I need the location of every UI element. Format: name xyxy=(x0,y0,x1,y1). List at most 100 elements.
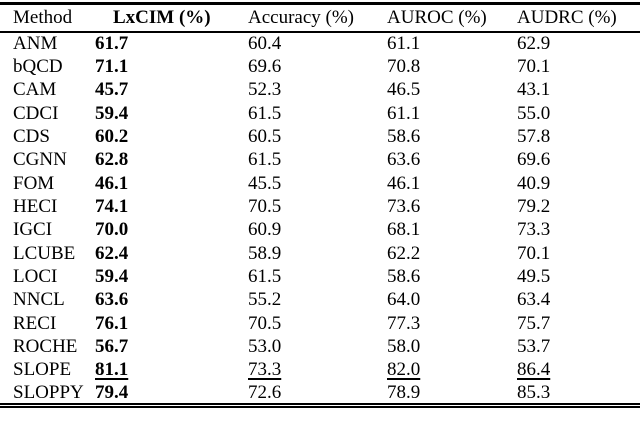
auroc-cell: 46.5 xyxy=(387,79,421,101)
auroc-cell: 82.0 xyxy=(387,359,421,381)
auroc-cell: 68.1 xyxy=(387,219,421,241)
auroc-cell: 58.6 xyxy=(387,266,421,288)
lxcim-cell: 45.7 xyxy=(95,79,129,101)
table-header: Method LxCIM (%) Accuracy (%) AUROC (%) … xyxy=(0,4,640,32)
method-cell: CDS xyxy=(13,126,50,148)
auroc-cell: 61.1 xyxy=(387,33,421,55)
method-cell: NNCL xyxy=(13,289,65,311)
accuracy-cell: 61.5 xyxy=(248,149,282,171)
accuracy-cell: 72.6 xyxy=(248,381,282,403)
method-cell: HECI xyxy=(13,196,58,218)
accuracy-cell: 45.5 xyxy=(248,172,282,194)
table-row: RECI 76.1 70.5 77.3 75.7 xyxy=(0,312,640,335)
audrc-cell: 43.1 xyxy=(517,79,551,101)
lxcim-cell: 62.8 xyxy=(95,149,129,171)
accuracy-cell: 61.5 xyxy=(248,102,282,124)
audrc-cell: 70.1 xyxy=(517,242,551,264)
lxcim-cell: 59.4 xyxy=(95,102,129,124)
table-row: CGNN 62.8 61.5 63.6 69.6 xyxy=(0,148,640,171)
lxcim-cell: 81.1 xyxy=(95,359,129,381)
lxcim-cell: 61.7 xyxy=(95,33,129,55)
auroc-cell: 46.1 xyxy=(387,172,421,194)
accuracy-cell: 58.9 xyxy=(248,242,282,264)
lxcim-cell: 76.1 xyxy=(95,312,129,334)
table-row: LOCI 59.4 61.5 58.6 49.5 xyxy=(0,265,640,288)
audrc-cell: 63.4 xyxy=(517,289,551,311)
accuracy-cell: 52.3 xyxy=(248,79,282,101)
lxcim-cell: 62.4 xyxy=(95,242,129,264)
auroc-cell: 73.6 xyxy=(387,196,421,218)
method-cell: CDCI xyxy=(13,102,59,124)
method-cell: ANM xyxy=(13,33,58,55)
results-table: Method LxCIM (%) Accuracy (%) AUROC (%) … xyxy=(0,2,640,408)
method-cell: SLOPPY xyxy=(13,381,84,403)
audrc-cell: 86.4 xyxy=(517,359,551,381)
table-row: SLOPE 81.1 73.3 82.0 86.4 xyxy=(0,358,640,381)
method-cell: LOCI xyxy=(13,266,58,288)
auroc-cell: 62.2 xyxy=(387,242,421,264)
header-row: Method LxCIM (%) Accuracy (%) AUROC (%) … xyxy=(0,4,640,32)
accuracy-cell: 60.4 xyxy=(248,33,282,55)
column-header-auroc: AUROC (%) xyxy=(387,7,487,29)
lxcim-cell: 74.1 xyxy=(95,196,129,218)
column-header-lxcim: LxCIM (%) xyxy=(113,7,211,29)
method-cell: bQCD xyxy=(13,56,63,78)
accuracy-cell: 69.6 xyxy=(248,56,282,78)
accuracy-cell: 60.5 xyxy=(248,126,282,148)
table-row: ROCHE 56.7 53.0 58.0 53.7 xyxy=(0,335,640,358)
audrc-cell: 73.3 xyxy=(517,219,551,241)
table-row: FOM 46.1 45.5 46.1 40.9 xyxy=(0,172,640,195)
column-header-accuracy: Accuracy (%) xyxy=(248,7,355,29)
auroc-cell: 61.1 xyxy=(387,102,421,124)
accuracy-cell: 60.9 xyxy=(248,219,282,241)
lxcim-cell: 63.6 xyxy=(95,289,129,311)
audrc-cell: 69.6 xyxy=(517,149,551,171)
table-row: LCUBE 62.4 58.9 62.2 70.1 xyxy=(0,242,640,265)
audrc-cell: 55.0 xyxy=(517,102,551,124)
method-cell: SLOPE xyxy=(13,359,72,381)
audrc-cell: 53.7 xyxy=(517,336,551,358)
table-row: NNCL 63.6 55.2 64.0 63.4 xyxy=(0,288,640,311)
table-row: CAM 45.7 52.3 46.5 43.1 xyxy=(0,78,640,101)
audrc-cell: 40.9 xyxy=(517,172,551,194)
auroc-cell: 64.0 xyxy=(387,289,421,311)
audrc-cell: 75.7 xyxy=(517,312,551,334)
lxcim-cell: 79.4 xyxy=(95,381,129,403)
accuracy-cell: 55.2 xyxy=(248,289,282,311)
lxcim-cell: 71.1 xyxy=(95,56,129,78)
method-cell: LCUBE xyxy=(13,242,76,264)
table-row: IGCI 70.0 60.9 68.1 73.3 xyxy=(0,218,640,241)
auroc-cell: 58.6 xyxy=(387,126,421,148)
audrc-cell: 57.8 xyxy=(517,126,551,148)
table-row: bQCD 71.1 69.6 70.8 70.1 xyxy=(0,55,640,78)
accuracy-cell: 73.3 xyxy=(248,359,282,381)
method-cell: FOM xyxy=(13,172,55,194)
method-cell: CAM xyxy=(13,79,57,101)
table-body: ANM 61.7 60.4 61.1 62.9 bQCD 71.1 69.6 70.8 70.1 C… xyxy=(0,32,640,406)
method-cell: RECI xyxy=(13,312,57,334)
accuracy-cell: 53.0 xyxy=(248,336,282,358)
accuracy-cell: 70.5 xyxy=(248,196,282,218)
auroc-cell: 70.8 xyxy=(387,56,421,78)
audrc-cell: 85.3 xyxy=(517,381,551,403)
auroc-cell: 77.3 xyxy=(387,312,421,334)
audrc-cell: 62.9 xyxy=(517,33,551,55)
table-row: CDS 60.2 60.5 58.6 57.8 xyxy=(0,125,640,148)
lxcim-cell: 59.4 xyxy=(95,266,129,288)
table-row: SLOPPY 79.4 72.6 78.9 85.3 xyxy=(0,382,640,405)
table-row: HECI 74.1 70.5 73.6 79.2 xyxy=(0,195,640,218)
audrc-cell: 49.5 xyxy=(517,266,551,288)
column-header-audrc: AUDRC (%) xyxy=(517,7,617,29)
auroc-cell: 58.0 xyxy=(387,336,421,358)
accuracy-cell: 61.5 xyxy=(248,266,282,288)
audrc-cell: 70.1 xyxy=(517,56,551,78)
lxcim-cell: 60.2 xyxy=(95,126,129,148)
lxcim-cell: 46.1 xyxy=(95,172,129,194)
auroc-cell: 63.6 xyxy=(387,149,421,171)
table-row: CDCI 59.4 61.5 61.1 55.0 xyxy=(0,102,640,125)
auroc-cell: 78.9 xyxy=(387,381,421,403)
accuracy-cell: 70.5 xyxy=(248,312,282,334)
audrc-cell: 79.2 xyxy=(517,196,551,218)
method-cell: ROCHE xyxy=(13,336,78,358)
lxcim-cell: 70.0 xyxy=(95,219,129,241)
